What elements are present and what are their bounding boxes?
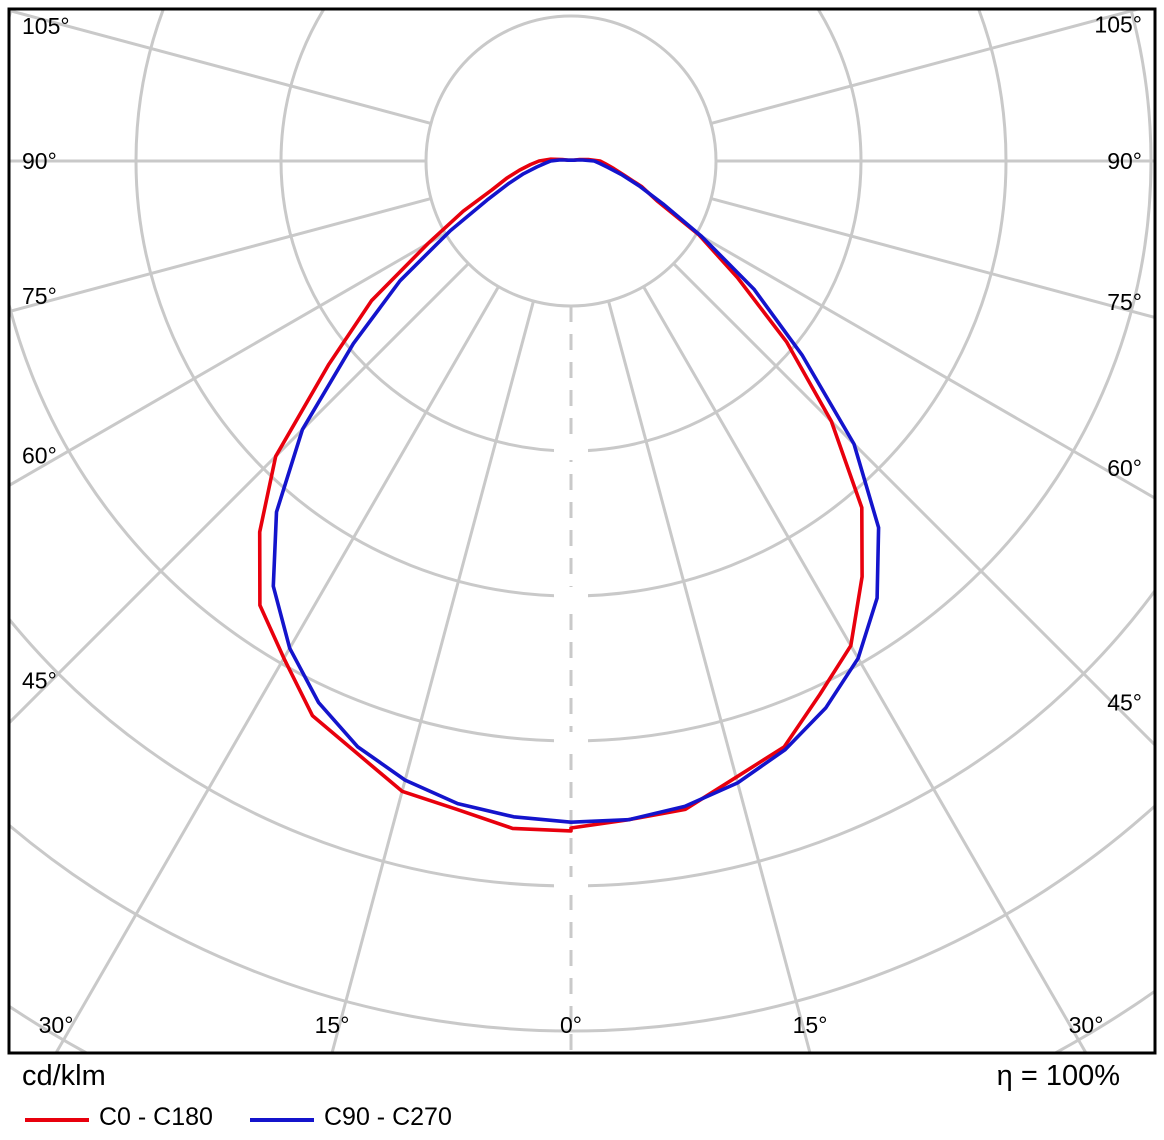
grid-ring xyxy=(279,10,863,453)
grid-radial-line xyxy=(695,232,1154,500)
gamma-axis-label: 105° xyxy=(22,13,70,39)
grid-radial-line xyxy=(330,300,535,1052)
grid-radial-line xyxy=(10,197,432,313)
curve-c0-c180 xyxy=(257,157,864,833)
gamma-axis-label: 75° xyxy=(22,283,57,309)
gamma-axis-labels: 0° 15° 15° 30° 30° 45° 45° 60° 60° 75° 75° 90° 90° 10… xyxy=(22,12,1142,1039)
grid-ring xyxy=(10,10,1153,743)
gamma-axis-label: 90° xyxy=(22,148,57,174)
legend-swatch-c90-c270 xyxy=(250,1118,314,1122)
grid-radial-line xyxy=(10,10,432,125)
gamma-axis-label: 0° xyxy=(560,1012,582,1038)
gamma-axis-label: 60° xyxy=(1107,455,1142,481)
grid-radial-line xyxy=(710,197,1154,319)
efficiency-label: η = 100% xyxy=(996,1060,1120,1092)
axis-value-gap xyxy=(554,442,588,460)
grid-radial-line xyxy=(607,300,812,1052)
axis-value-gaps xyxy=(554,442,588,895)
grid-ring xyxy=(10,804,1154,1033)
grid-radial-line xyxy=(642,285,1087,1052)
grid-radial-line xyxy=(55,285,500,1052)
legend-label-c0-c180: C0 - C180 xyxy=(99,1103,213,1131)
gamma-axis-label: 105° xyxy=(1094,12,1142,38)
grid-radial-line xyxy=(10,232,447,487)
plot-border xyxy=(7,7,1157,1055)
gamma-axis-label: 45° xyxy=(1107,690,1142,716)
curves xyxy=(257,157,881,833)
gamma-axis-label: 15° xyxy=(793,1012,828,1038)
gamma-axis-label: 90° xyxy=(1107,148,1142,174)
curve-c90-c270 xyxy=(271,158,881,824)
axis-value-gap xyxy=(554,587,588,605)
unit-label: cd/klm xyxy=(22,1060,106,1092)
gamma-axis-label: 60° xyxy=(22,443,57,469)
grid-radial-line xyxy=(710,10,1139,125)
gamma-axis-label: 30° xyxy=(39,1012,74,1038)
legend-label-c90-c270: C90 - C270 xyxy=(324,1103,452,1131)
axis-value-gap xyxy=(554,732,588,750)
gamma-axis-label: 45° xyxy=(22,668,57,694)
axis-value-gap xyxy=(554,877,588,895)
gamma-axis-label: 30° xyxy=(1069,1012,1104,1038)
legend-swatch-c0-c180 xyxy=(25,1118,89,1122)
grid-radial-line xyxy=(672,262,1154,746)
gamma-axis-label: 75° xyxy=(1107,289,1142,315)
grid-radial-line xyxy=(10,262,470,724)
gamma-axis-label: 15° xyxy=(315,1012,350,1038)
